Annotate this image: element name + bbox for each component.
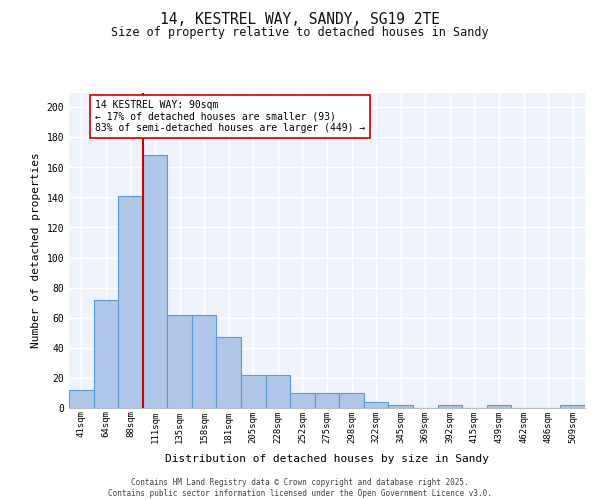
Bar — [94, 300, 118, 408]
Bar — [364, 402, 388, 407]
Text: 14 KESTREL WAY: 90sqm
← 17% of detached houses are smaller (93)
83% of semi-deta: 14 KESTREL WAY: 90sqm ← 17% of detached … — [95, 100, 365, 133]
Bar — [217, 337, 241, 407]
Bar — [487, 404, 511, 407]
Bar — [339, 392, 364, 407]
Bar — [560, 404, 585, 407]
Text: Size of property relative to detached houses in Sandy: Size of property relative to detached ho… — [111, 26, 489, 39]
Bar — [143, 156, 167, 408]
Bar — [315, 392, 339, 407]
Bar — [241, 374, 266, 408]
Bar — [437, 404, 462, 407]
Bar — [266, 374, 290, 408]
Bar — [290, 392, 315, 407]
X-axis label: Distribution of detached houses by size in Sandy: Distribution of detached houses by size … — [165, 454, 489, 464]
Text: Contains HM Land Registry data © Crown copyright and database right 2025.
Contai: Contains HM Land Registry data © Crown c… — [108, 478, 492, 498]
Y-axis label: Number of detached properties: Number of detached properties — [31, 152, 41, 348]
Bar — [192, 314, 217, 408]
Bar — [167, 314, 192, 408]
Bar — [388, 404, 413, 407]
Bar — [69, 390, 94, 407]
Text: 14, KESTREL WAY, SANDY, SG19 2TE: 14, KESTREL WAY, SANDY, SG19 2TE — [160, 12, 440, 28]
Bar — [118, 196, 143, 408]
